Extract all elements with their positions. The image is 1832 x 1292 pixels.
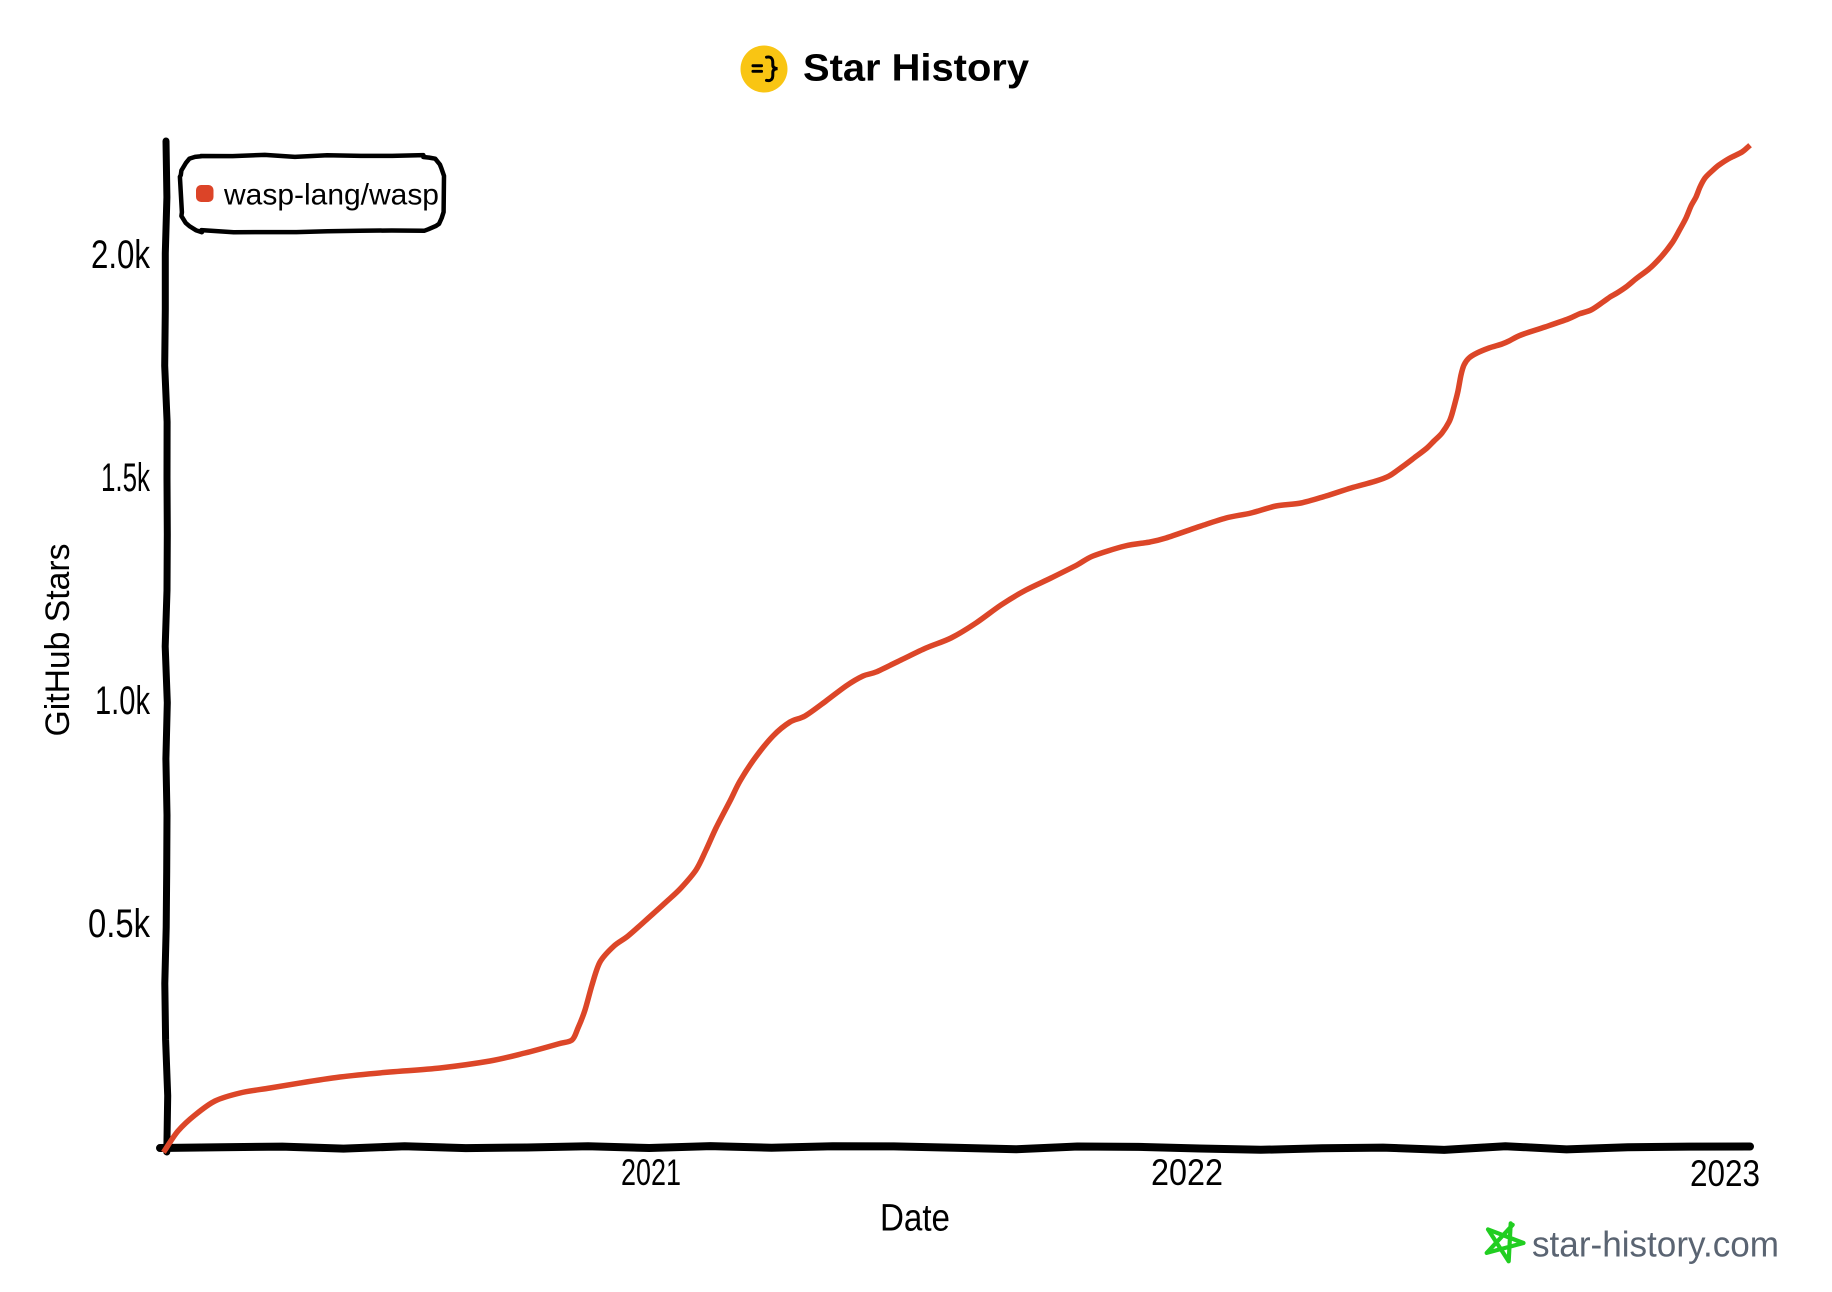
- svg-text:0.5k: 0.5k: [88, 902, 151, 946]
- svg-text:2.0k: 2.0k: [91, 233, 151, 277]
- svg-text:Star History: Star History: [803, 48, 1029, 90]
- svg-text:1.0k: 1.0k: [95, 679, 151, 723]
- svg-text:1.5k: 1.5k: [101, 456, 151, 500]
- svg-text:2023: 2023: [1690, 1153, 1760, 1194]
- svg-text:2021: 2021: [621, 1152, 681, 1193]
- svg-text:Date: Date: [880, 1198, 950, 1240]
- svg-text:GitHub Stars: GitHub Stars: [39, 544, 77, 737]
- svg-text:2022: 2022: [1151, 1152, 1223, 1193]
- svg-text:star-history.com: star-history.com: [1532, 1224, 1779, 1265]
- svg-text:wasp-lang/wasp: wasp-lang/wasp: [223, 179, 439, 212]
